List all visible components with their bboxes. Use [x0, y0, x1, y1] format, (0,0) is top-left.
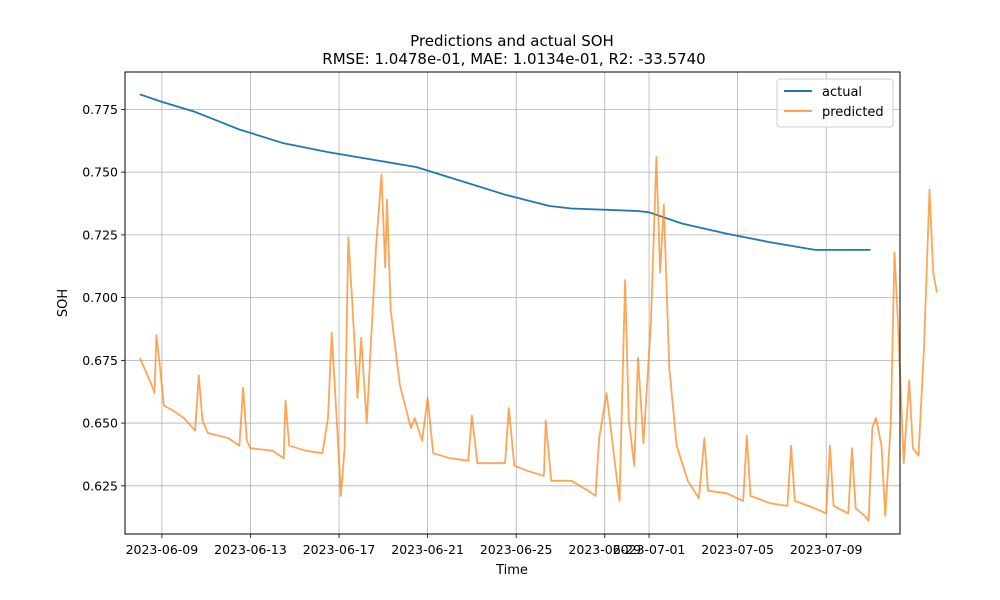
chart-title: Predictions and actual SOH — [410, 32, 614, 50]
x-tick-label: 2023-06-29 — [568, 542, 641, 557]
y-tick-label: 0.700 — [82, 290, 118, 305]
y-tick-label: 0.775 — [82, 102, 118, 117]
chart-subtitle: RMSE: 1.0478e-01, MAE: 1.0134e-01, R2: -… — [322, 50, 705, 68]
x-tick-label: 2023-06-25 — [480, 542, 553, 557]
grid — [125, 72, 900, 534]
y-tick-label: 0.650 — [82, 416, 118, 431]
legend: actual predicted — [776, 78, 894, 128]
series-line-predicted — [138, 156, 938, 522]
y-tick-label: 0.725 — [82, 227, 118, 242]
y-axis: 0.625 0.650 0.675 0.700 0.725 0.750 0.775 — [82, 102, 125, 493]
x-axis: 2023-06-09 2023-06-13 2023-06-17 2023-06-21… — [126, 534, 863, 557]
x-tick-label: 2023-06-21 — [391, 542, 464, 557]
x-tick-label: 2023-06-09 — [126, 542, 199, 557]
series-layer — [138, 93, 938, 522]
y-tick-label: 0.625 — [82, 478, 118, 493]
plot-frame — [124, 71, 901, 535]
x-axis-label: Time — [495, 563, 528, 578]
x-tick-label: 2023-06-13 — [214, 542, 287, 557]
series-line-actual — [139, 93, 871, 251]
plot-area — [125, 72, 900, 534]
legend-label-actual: actual — [822, 85, 862, 100]
y-tick-label: 0.750 — [82, 165, 118, 180]
x-tick-label: 2023-07-09 — [790, 542, 863, 557]
x-tick-label: 2023-06-17 — [303, 542, 376, 557]
x-tick-label: 2023-07-01 — [613, 542, 686, 557]
legend-label-predicted: predicted — [822, 105, 884, 120]
y-tick-label: 0.675 — [82, 353, 118, 368]
y-axis-label: SOH — [56, 289, 71, 317]
x-tick-label: 2023-07-05 — [701, 542, 774, 557]
